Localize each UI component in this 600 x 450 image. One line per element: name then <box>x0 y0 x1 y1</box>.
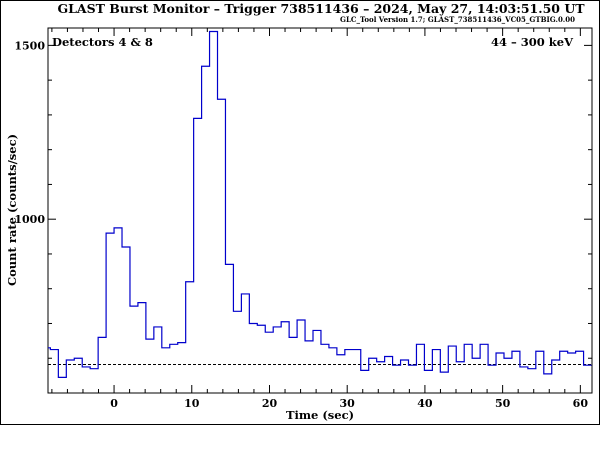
y-tick-label: 1500 <box>14 39 45 52</box>
y-tick-label: 1000 <box>14 213 45 226</box>
x-tick-label: 20 <box>262 397 278 410</box>
x-axis-label: Time (sec) <box>286 408 354 422</box>
plot-area: 0 10 20 30 40 50 60 1000 1500 <box>14 27 593 410</box>
energy-label: 44 – 300 keV <box>491 35 574 49</box>
x-tick-label: 60 <box>573 397 589 410</box>
axis-ticks: 0 10 20 30 40 50 60 1000 1500 <box>14 28 592 410</box>
x-tick-label: 30 <box>340 397 356 410</box>
series-group <box>48 30 592 378</box>
x-tick-label: 40 <box>417 397 433 410</box>
page-frame <box>0 0 600 425</box>
x-tick-label: 0 <box>110 397 118 410</box>
chart-title: GLAST Burst Monitor – Trigger 738511436 … <box>57 1 585 16</box>
x-tick-label: 50 <box>495 397 511 410</box>
chart-subtitle: GLC_Tool Version 1.7; GLAST_738511436_VC… <box>340 15 575 24</box>
x-tick-label: 10 <box>184 397 200 410</box>
series-line <box>48 30 592 378</box>
detectors-label: Detectors 4 & 8 <box>52 35 153 49</box>
plot-frame <box>47 27 593 394</box>
y-axis-label: Count rate (counts/sec) <box>5 134 19 286</box>
